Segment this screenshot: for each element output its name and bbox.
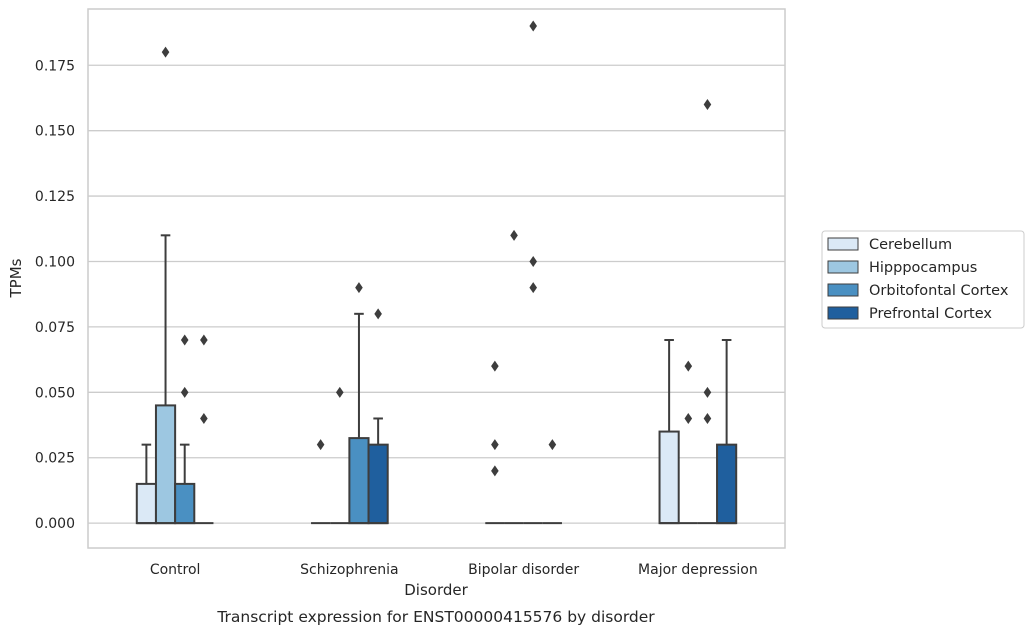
y-tick-label: 0.050: [35, 385, 75, 401]
outlier-point: [180, 334, 189, 346]
box-plots: [135, 20, 738, 525]
legend-swatch: [827, 237, 859, 251]
legend-swatch: [827, 260, 859, 274]
outlier-point: [703, 386, 712, 398]
x-tick-label: Schizophrenia: [300, 562, 398, 578]
plot-frame: [87, 8, 786, 549]
y-tick-label: 0.125: [35, 189, 75, 205]
x-axis-label: Disorder: [404, 581, 468, 599]
box: [658, 430, 680, 525]
plot-area: [88, 9, 785, 548]
y-tick-labels: 0.000 0.025 0.050 0.075 0.100 0.125 0.150 0.175: [35, 58, 75, 532]
legend-label: Prefrontal Cortex: [869, 306, 992, 322]
outlier-point: [355, 282, 363, 294]
box: [135, 482, 157, 525]
legend-frame: [821, 230, 1025, 329]
outlier-point: [529, 282, 538, 294]
outlier-point: [161, 46, 170, 58]
legend: Cerebellum Hipppocampus Orbitofontal Corte…: [821, 230, 1025, 329]
outlier-point: [491, 360, 499, 372]
x-tick-labels: Control Schizophrenia Bipolar disorder Majo…: [150, 562, 758, 578]
outlier-point: [529, 20, 538, 32]
outlier-point: [510, 229, 518, 241]
outlier-point: [335, 386, 344, 398]
grid-lines: [88, 64, 785, 524]
outlier-point: [374, 308, 382, 320]
box: [348, 437, 370, 525]
outlier-point: [684, 412, 693, 424]
x-tick-label: Control: [150, 562, 201, 578]
legend-label: Hipppocampus: [869, 260, 977, 276]
y-tick-label: 0.175: [35, 58, 75, 74]
y-tick-label: 0.075: [35, 320, 75, 336]
y-tick-label: 0.100: [35, 254, 75, 270]
outlier-point: [703, 99, 712, 111]
outlier-point: [200, 412, 208, 424]
legend-swatch: [827, 306, 859, 320]
outlier-point: [316, 439, 325, 451]
x-tick-label: Major depression: [638, 562, 758, 578]
legend-label: Orbitofontal Cortex: [869, 283, 1009, 299]
box: [716, 443, 738, 525]
y-axis-label: TPMs: [7, 258, 25, 298]
box: [154, 404, 177, 525]
x-tick-label: Bipolar disorder: [468, 562, 579, 578]
outlier-point: [180, 386, 189, 398]
box: [174, 482, 196, 525]
chart-caption: Transcript expression for ENST0000041557…: [216, 608, 655, 626]
y-tick-label: 0.150: [35, 124, 75, 140]
outlier-point: [491, 465, 499, 477]
legend-label: Cerebellum: [869, 237, 952, 253]
outlier-point: [548, 439, 557, 451]
legend-swatch: [827, 283, 859, 297]
outlier-point: [200, 334, 208, 346]
outlier-point: [529, 255, 538, 267]
box: [367, 443, 389, 525]
outlier-point: [491, 439, 499, 451]
outlier-point: [703, 412, 712, 424]
outlier-point: [684, 360, 693, 372]
y-tick-label: 0.000: [35, 516, 75, 532]
y-tick-label: 0.025: [35, 451, 75, 467]
